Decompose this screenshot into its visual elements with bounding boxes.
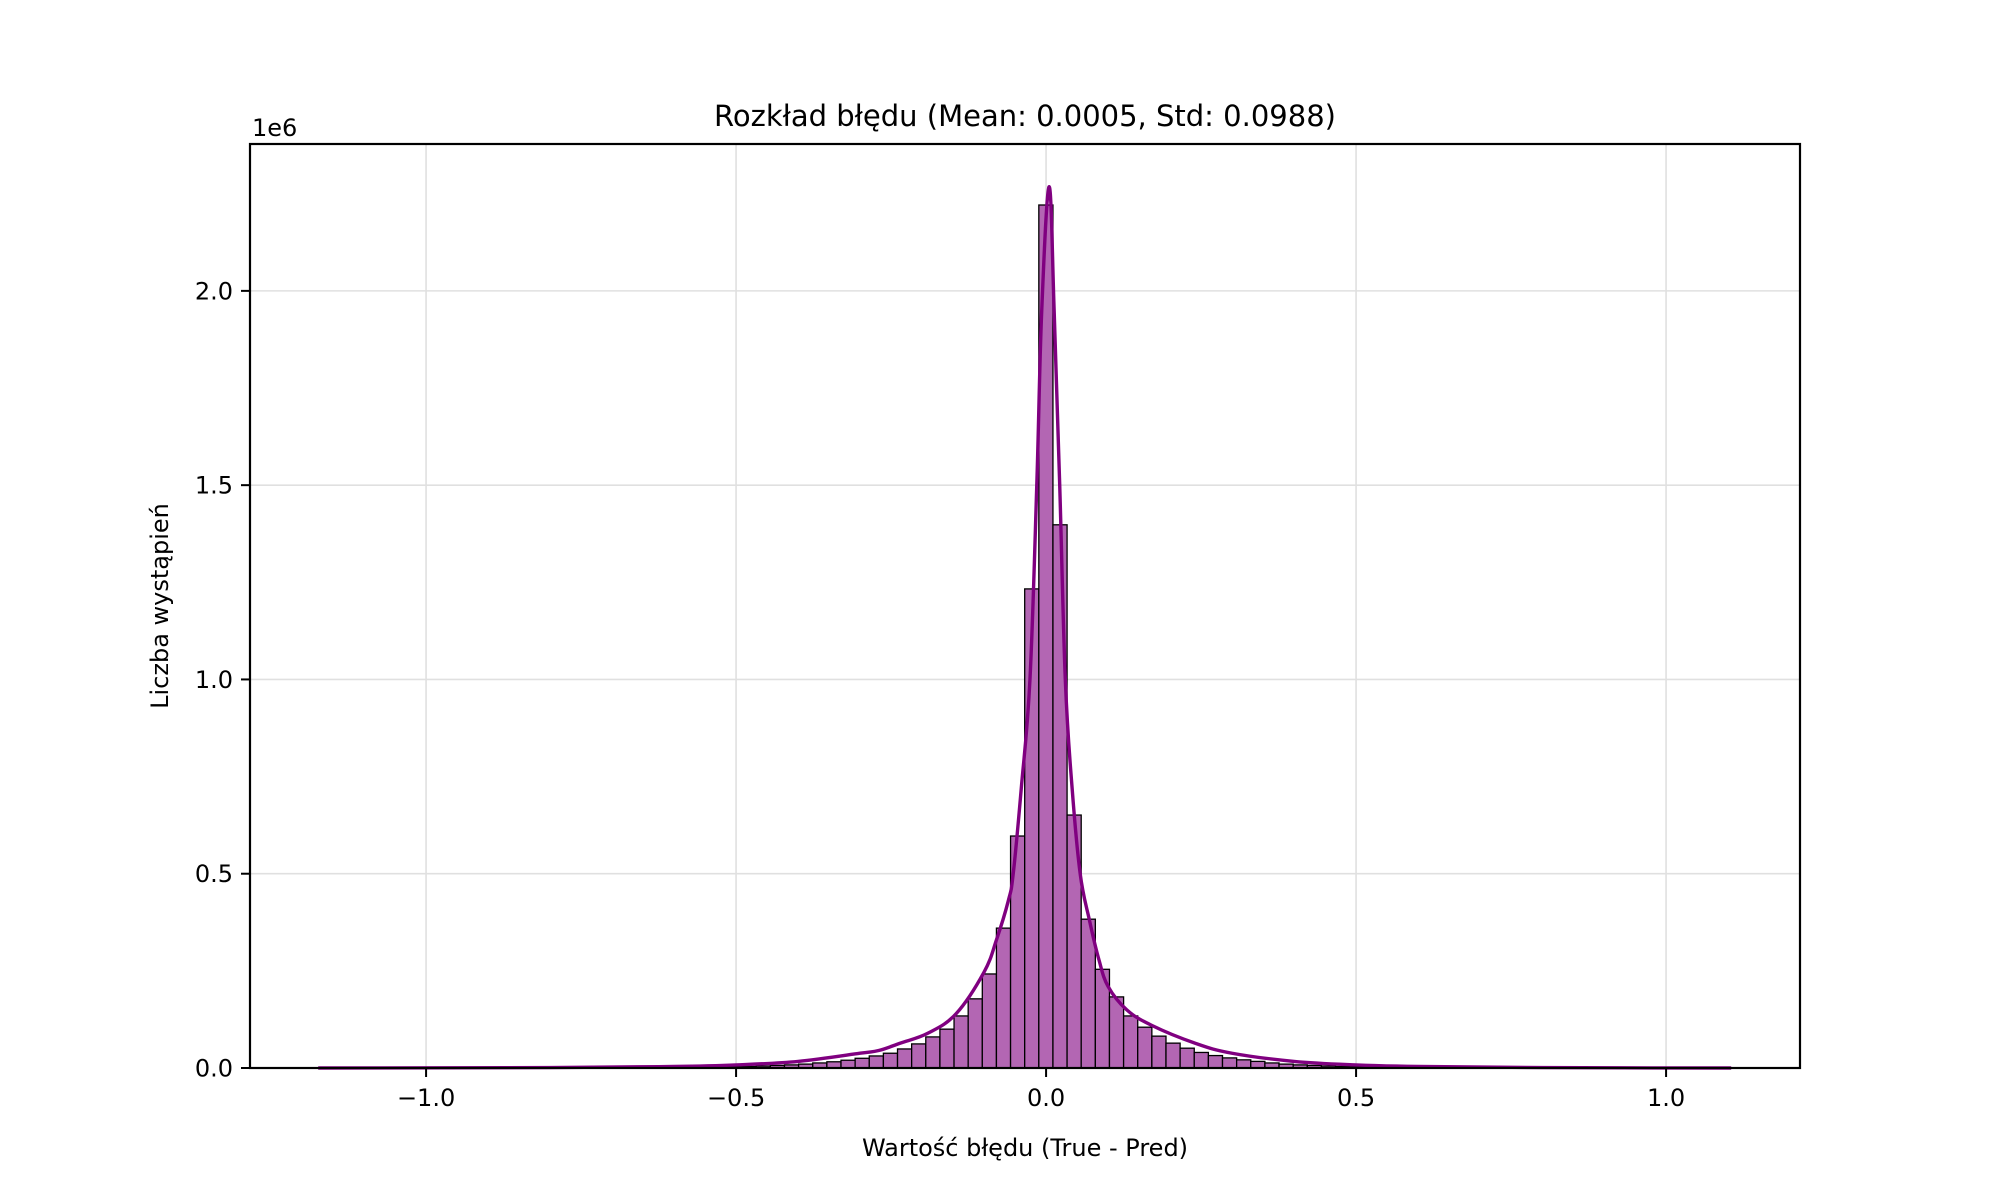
x-tick-label: −0.5 (707, 1084, 765, 1112)
histogram-bar (868, 1055, 885, 1069)
y-tick-label: 1.0 (195, 666, 233, 694)
histogram-bar (939, 1028, 955, 1069)
histogram-bar (882, 1052, 899, 1069)
histogram-bar (967, 998, 983, 1069)
histogram-bar (1207, 1054, 1224, 1069)
histogram-bar (1122, 1015, 1139, 1069)
histogram-bar (1235, 1059, 1252, 1069)
histogram-bar (1052, 524, 1068, 1069)
y-axis-label: Liczba wystąpień (146, 503, 174, 709)
x-tick-label: 0.5 (1337, 1084, 1375, 1112)
histogram-bar (981, 973, 998, 1069)
histogram-bar (1221, 1057, 1238, 1069)
histogram-bar (1151, 1035, 1167, 1069)
histogram-bar (1193, 1051, 1210, 1069)
histogram-bar (1108, 996, 1125, 1069)
x-tick-label: −1.0 (397, 1084, 455, 1112)
y-tick-label: 0.5 (195, 860, 233, 888)
histogram-bar (1179, 1047, 1195, 1069)
histogram-bar (840, 1059, 856, 1069)
histogram-bar (995, 927, 1012, 1069)
histogram-bar (925, 1036, 941, 1069)
chart-title: Rozkład błędu (Mean: 0.0005, Std: 0.0988… (714, 99, 1336, 133)
x-tick-label: 1.0 (1647, 1084, 1685, 1112)
histogram-bar (854, 1057, 870, 1069)
y-tick-label: 1.5 (195, 472, 233, 500)
axes-frame (248, 142, 1802, 1070)
histogram-bar (953, 1015, 969, 1069)
histogram-bar (896, 1048, 913, 1069)
y-axis-ticks: 0.0 0.5 1.0 1.5 2.0 (195, 277, 250, 1083)
x-tick-label: 0.0 (1027, 1084, 1065, 1112)
x-axis-ticks: −1.0 −0.5 0.0 0.5 1.0 (397, 1068, 1685, 1112)
histogram-bar (911, 1043, 927, 1069)
kde-curve (318, 185, 1732, 1070)
y-offset-label: 1e6 (252, 114, 297, 142)
histogram-bars (515, 204, 1591, 1069)
x-axis-label: Wartość błędu (True - Pred) (862, 1134, 1188, 1162)
y-tick-label: 0.0 (195, 1055, 233, 1083)
y-tick-label: 2.0 (195, 277, 233, 305)
histogram-bar (1165, 1042, 1181, 1069)
histogram-bar (1137, 1026, 1153, 1069)
